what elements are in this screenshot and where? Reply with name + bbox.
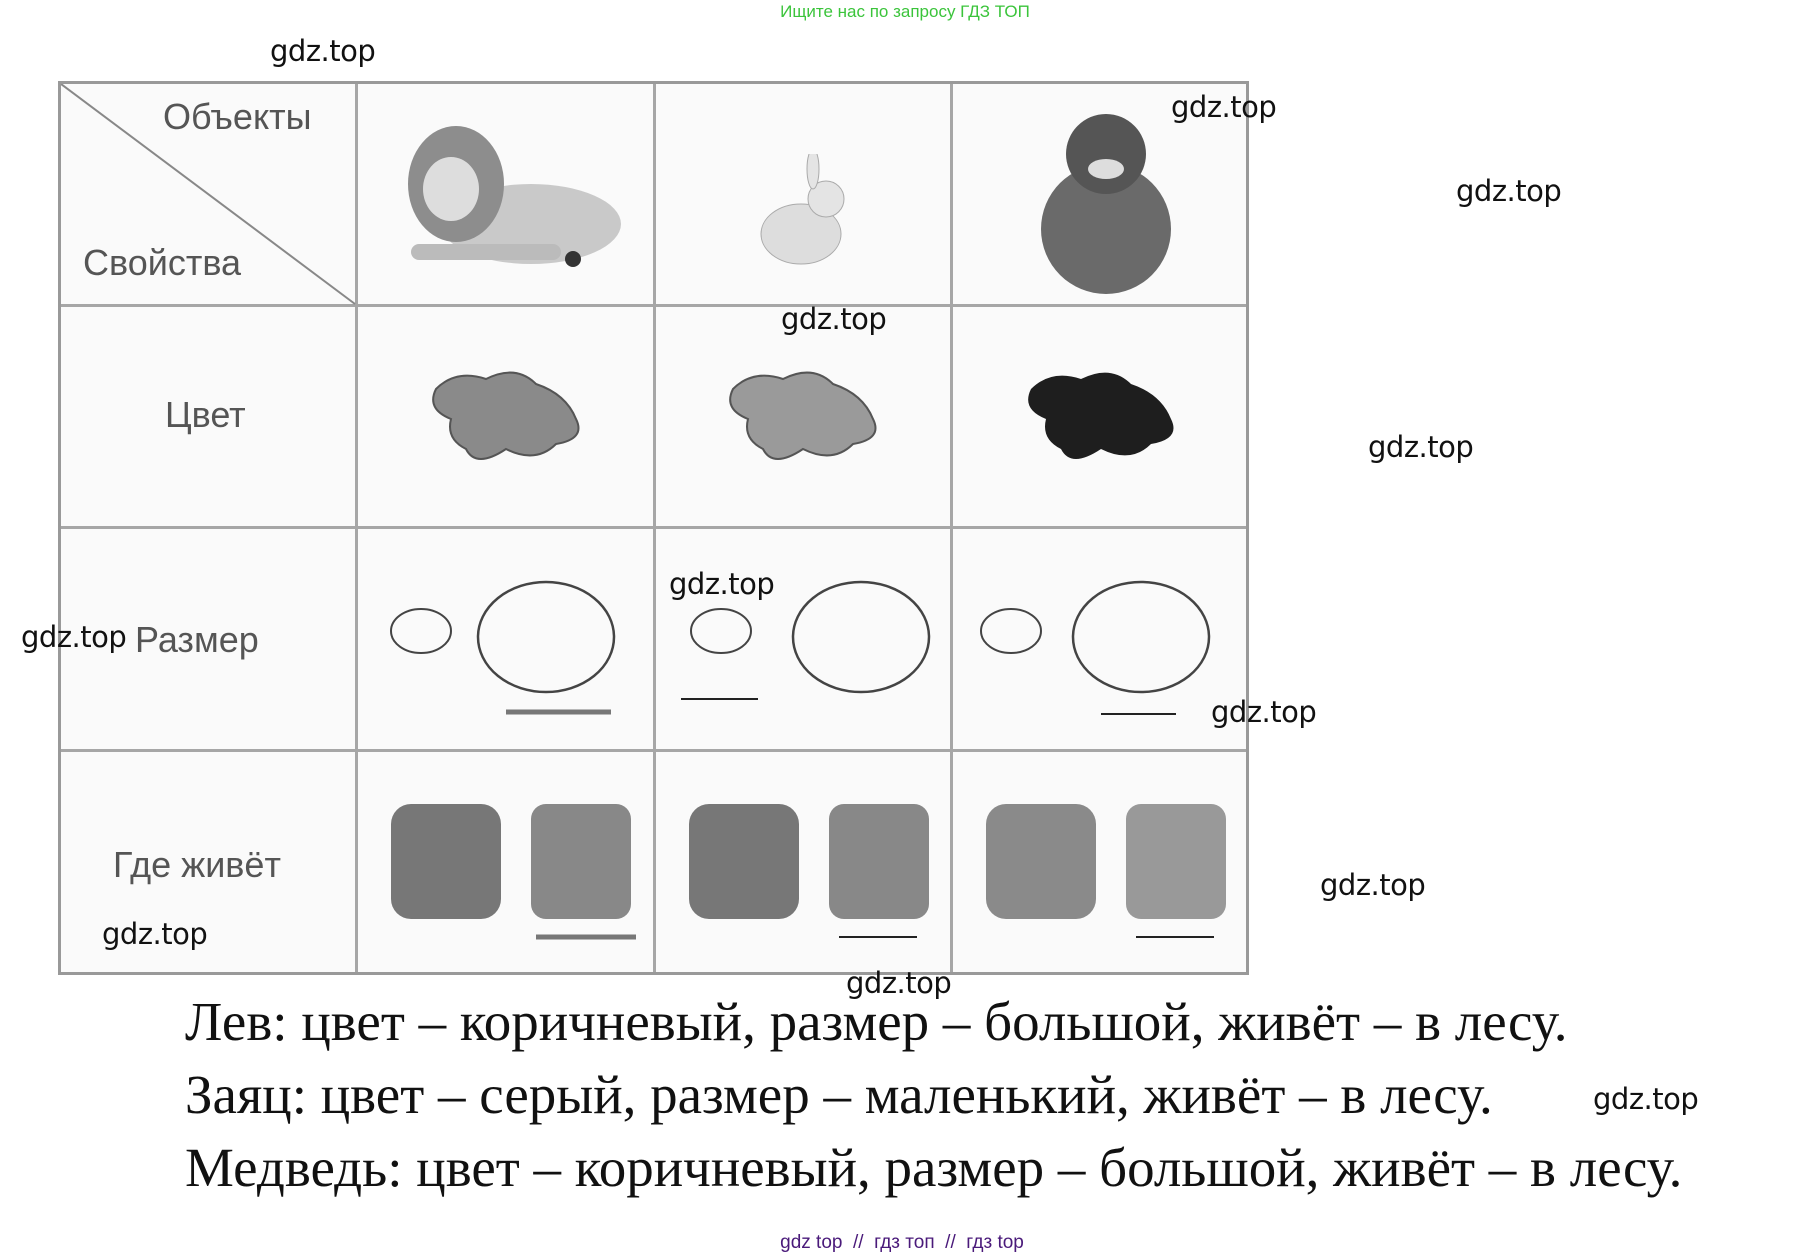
habitat-bear (986, 804, 1226, 938)
watermark: gdz.top (1368, 430, 1474, 464)
habitat-lion (391, 804, 636, 940)
watermark: gdz.top (270, 34, 376, 68)
size-hare (681, 580, 931, 700)
answer-hare: Заяц: цвет – серый, размер – маленький, … (185, 1064, 1493, 1125)
watermark: gdz.top (669, 567, 775, 601)
row-label-size: Размер (135, 619, 259, 660)
row-label-habitat: Где живёт (113, 844, 281, 885)
size-lion (390, 580, 616, 715)
watermark: gdz.top (102, 917, 208, 951)
watermark: gdz.top (1593, 1082, 1699, 1116)
blob (432, 371, 580, 460)
bear-picture (1041, 114, 1171, 294)
search-hint: Ищите нас по запросу ГДЗ ТОП (780, 2, 1030, 21)
header-objects: Объекты (163, 96, 312, 137)
answer-lion: Лев: цвет – коричневый, размер – большой… (185, 991, 1568, 1052)
footer-links: gdz top // гдз топ // гдз top (780, 1232, 1024, 1253)
corner-diagonal (61, 84, 356, 305)
watermark: gdz.top (1211, 695, 1317, 729)
color-blob-hare (729, 371, 877, 460)
color-blob-lion (432, 371, 580, 460)
watermark: gdz.top (1171, 90, 1277, 124)
answer-bear: Медведь: цвет – коричневый, размер – бол… (185, 1137, 1683, 1198)
color-blob-bear (1028, 372, 1174, 459)
habitat-hare (689, 804, 929, 938)
answers: Лев: цвет – коричневый, размер – большой… (185, 985, 1682, 1204)
watermark: gdz.top (846, 966, 952, 1000)
row-label-color: Цвет (165, 394, 246, 435)
watermark: gdz.top (21, 620, 127, 654)
watermark: gdz.top (781, 302, 887, 336)
watermark: gdz.top (1320, 868, 1426, 902)
lion-picture (408, 126, 621, 267)
watermark: gdz.top (1456, 174, 1562, 208)
properties-table: Объекты Свойства Цвет Размер Где живёт (58, 81, 1249, 975)
hare-picture (760, 154, 845, 265)
size-bear (980, 580, 1211, 715)
header-properties: Свойства (83, 242, 242, 283)
